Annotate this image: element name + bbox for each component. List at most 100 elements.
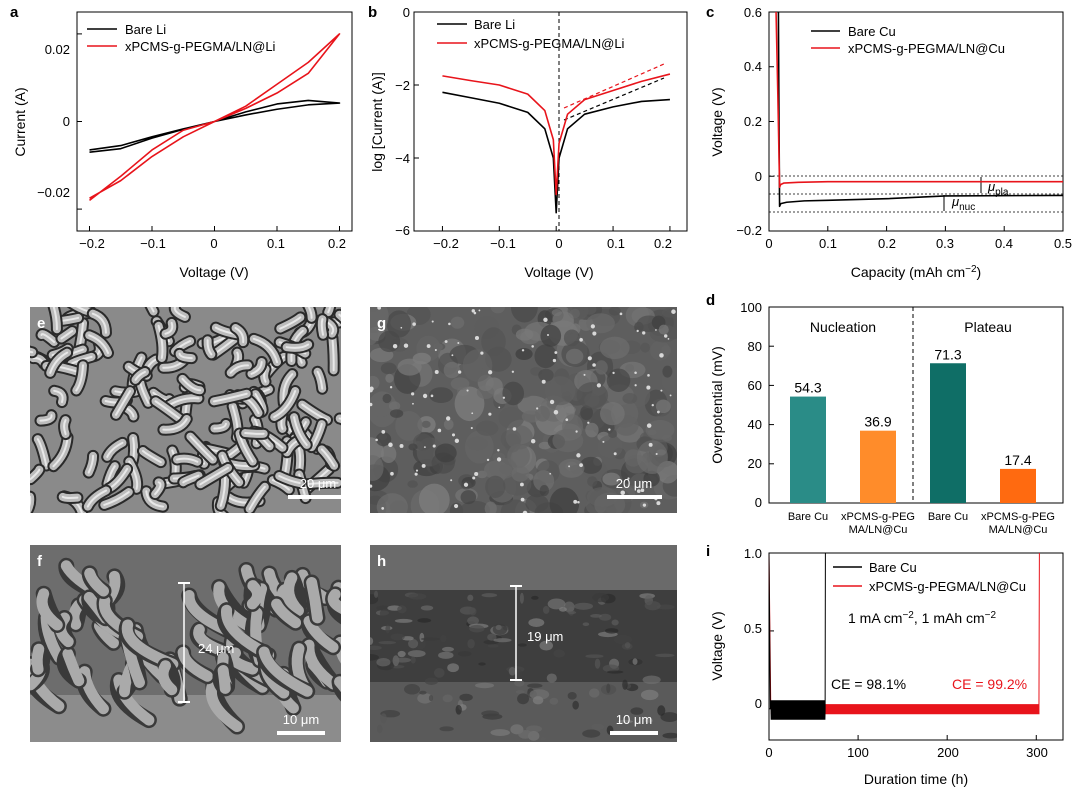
sem-h-texture [656,604,675,610]
sem-g-speck [596,383,602,388]
sem-h-texture [433,667,445,678]
sem-g-grain [462,349,493,382]
chart-d-frame [768,306,1064,504]
ce-label-xpcms-cu: CE = 99.2% [952,676,1027,692]
sem-h-texture [469,607,477,616]
sem-g-speck [432,444,436,448]
sem-e-grain-edge [86,489,108,508]
sem-e-grain-edge [178,352,193,360]
chart-i-xtick: 300 [1026,745,1048,760]
sem-g-speck [577,500,580,504]
sem-h-texture [655,653,675,658]
chart-i-xtick: 0 [765,745,772,760]
chart-c-xtick: 0.3 [936,236,954,251]
sem-g-grain [466,436,488,451]
sem-h-texture [617,719,633,724]
sem-e-grain-edge [331,336,335,372]
sem-h-texture [394,618,413,623]
panel-letter-i: i [706,543,710,560]
sem-g-speck [412,402,414,405]
chart-i-ytick: 1.0 [744,546,762,561]
chart-b-ytick: −6 [395,223,410,238]
sem-h-texture [467,616,479,626]
sem-g-grain [397,358,422,376]
sem-h-texture [547,598,566,610]
sem-h-texture [582,729,601,738]
scale-label-g: 20 μm [616,476,652,491]
sem-g-grain [655,399,671,414]
sem-h-texture [393,657,411,663]
sem-e-grain-edge [250,361,263,375]
sem-h-texture [442,646,454,652]
chart-c-ytick: −0.2 [736,223,762,238]
chart-c-xtick: 0 [765,236,772,251]
sem-g-grain [484,501,497,513]
sem-h-texture [508,666,516,676]
sem-h-texture [495,624,502,630]
sem-g-speck [519,482,524,487]
sem-e-grain-edge [252,337,279,364]
chart-b-ytick: 0 [403,5,410,20]
sem-h-texture [591,723,605,731]
scale-label-f: 10 μm [283,712,319,727]
sem-h-texture [475,682,495,689]
sem-h-texture [553,649,565,658]
sem-e-grain-edge [87,454,95,474]
sem-g-speck [478,309,481,312]
sem-e-grain-edge [271,479,290,491]
sem-g-speck [549,399,555,405]
sem-e-grain-edge [176,457,199,463]
sem-g-grain [498,407,525,429]
sem-h-texture [390,633,405,641]
chart-d-ytick: 100 [740,300,762,315]
sem-e-grain-edge [150,307,155,313]
sem-g-grain [599,336,630,360]
legend-label-bare-li-b: Bare Li [474,17,515,32]
sem-g-speck [471,309,475,313]
sem-g-grain [385,373,394,383]
sem-g-speck [415,469,419,472]
sem-f-dendrite [246,580,263,610]
sem-g-grain [662,365,673,378]
chart-b-xlabel: Voltage (V) [524,264,593,280]
sem-g-grain [450,316,465,329]
sem-g-grain [429,387,454,404]
sem-g-grain [460,490,477,505]
sem-e-grain-edge [157,324,164,359]
sem-h-texture [605,628,619,634]
sem-g-grain [602,472,621,486]
sem-g-grain [563,329,580,347]
sem-h-texture [417,618,432,623]
panel-letter-a: a [10,4,19,21]
sem-g-speck [565,418,569,422]
sem-g-grain [595,360,608,375]
sem-g-speck [414,472,418,476]
sem-h-texture [370,645,382,651]
sem-h-texture [642,675,661,685]
sem-g-speck [511,370,515,373]
sem-h-texture [585,654,604,658]
sem-g-grain [370,375,380,390]
sem-g-grain [525,494,549,513]
chart-a-xtick: 0.2 [328,236,346,251]
bar-category-label-0: Bare Cu [788,511,828,523]
sem-g-speck [659,353,664,358]
sem-e-grain-edge [154,481,162,496]
sem-f-dendrite [93,620,119,649]
sem-g-grain [535,406,550,422]
sem-e-grain-edge [49,351,69,374]
sem-h-texture [410,656,416,664]
sem-g-speck [536,407,539,410]
sem-g-speck [370,484,373,488]
sem-image-h: 19 μm 10 μm [370,545,677,742]
sem-h-texture [640,689,659,701]
sem-h-texture [572,700,579,710]
sem-g-speck [648,442,653,447]
legend-label-xpcms-cu-i: xPCMS-g-PEGMA/LN@Cu [869,579,1026,594]
sem-f-dendrite [157,660,178,696]
chart-c-ytick: 0.6 [744,5,762,20]
sem-g-speck [403,343,409,348]
sem-h-texture [478,662,486,666]
sem-h-texture [379,608,392,618]
